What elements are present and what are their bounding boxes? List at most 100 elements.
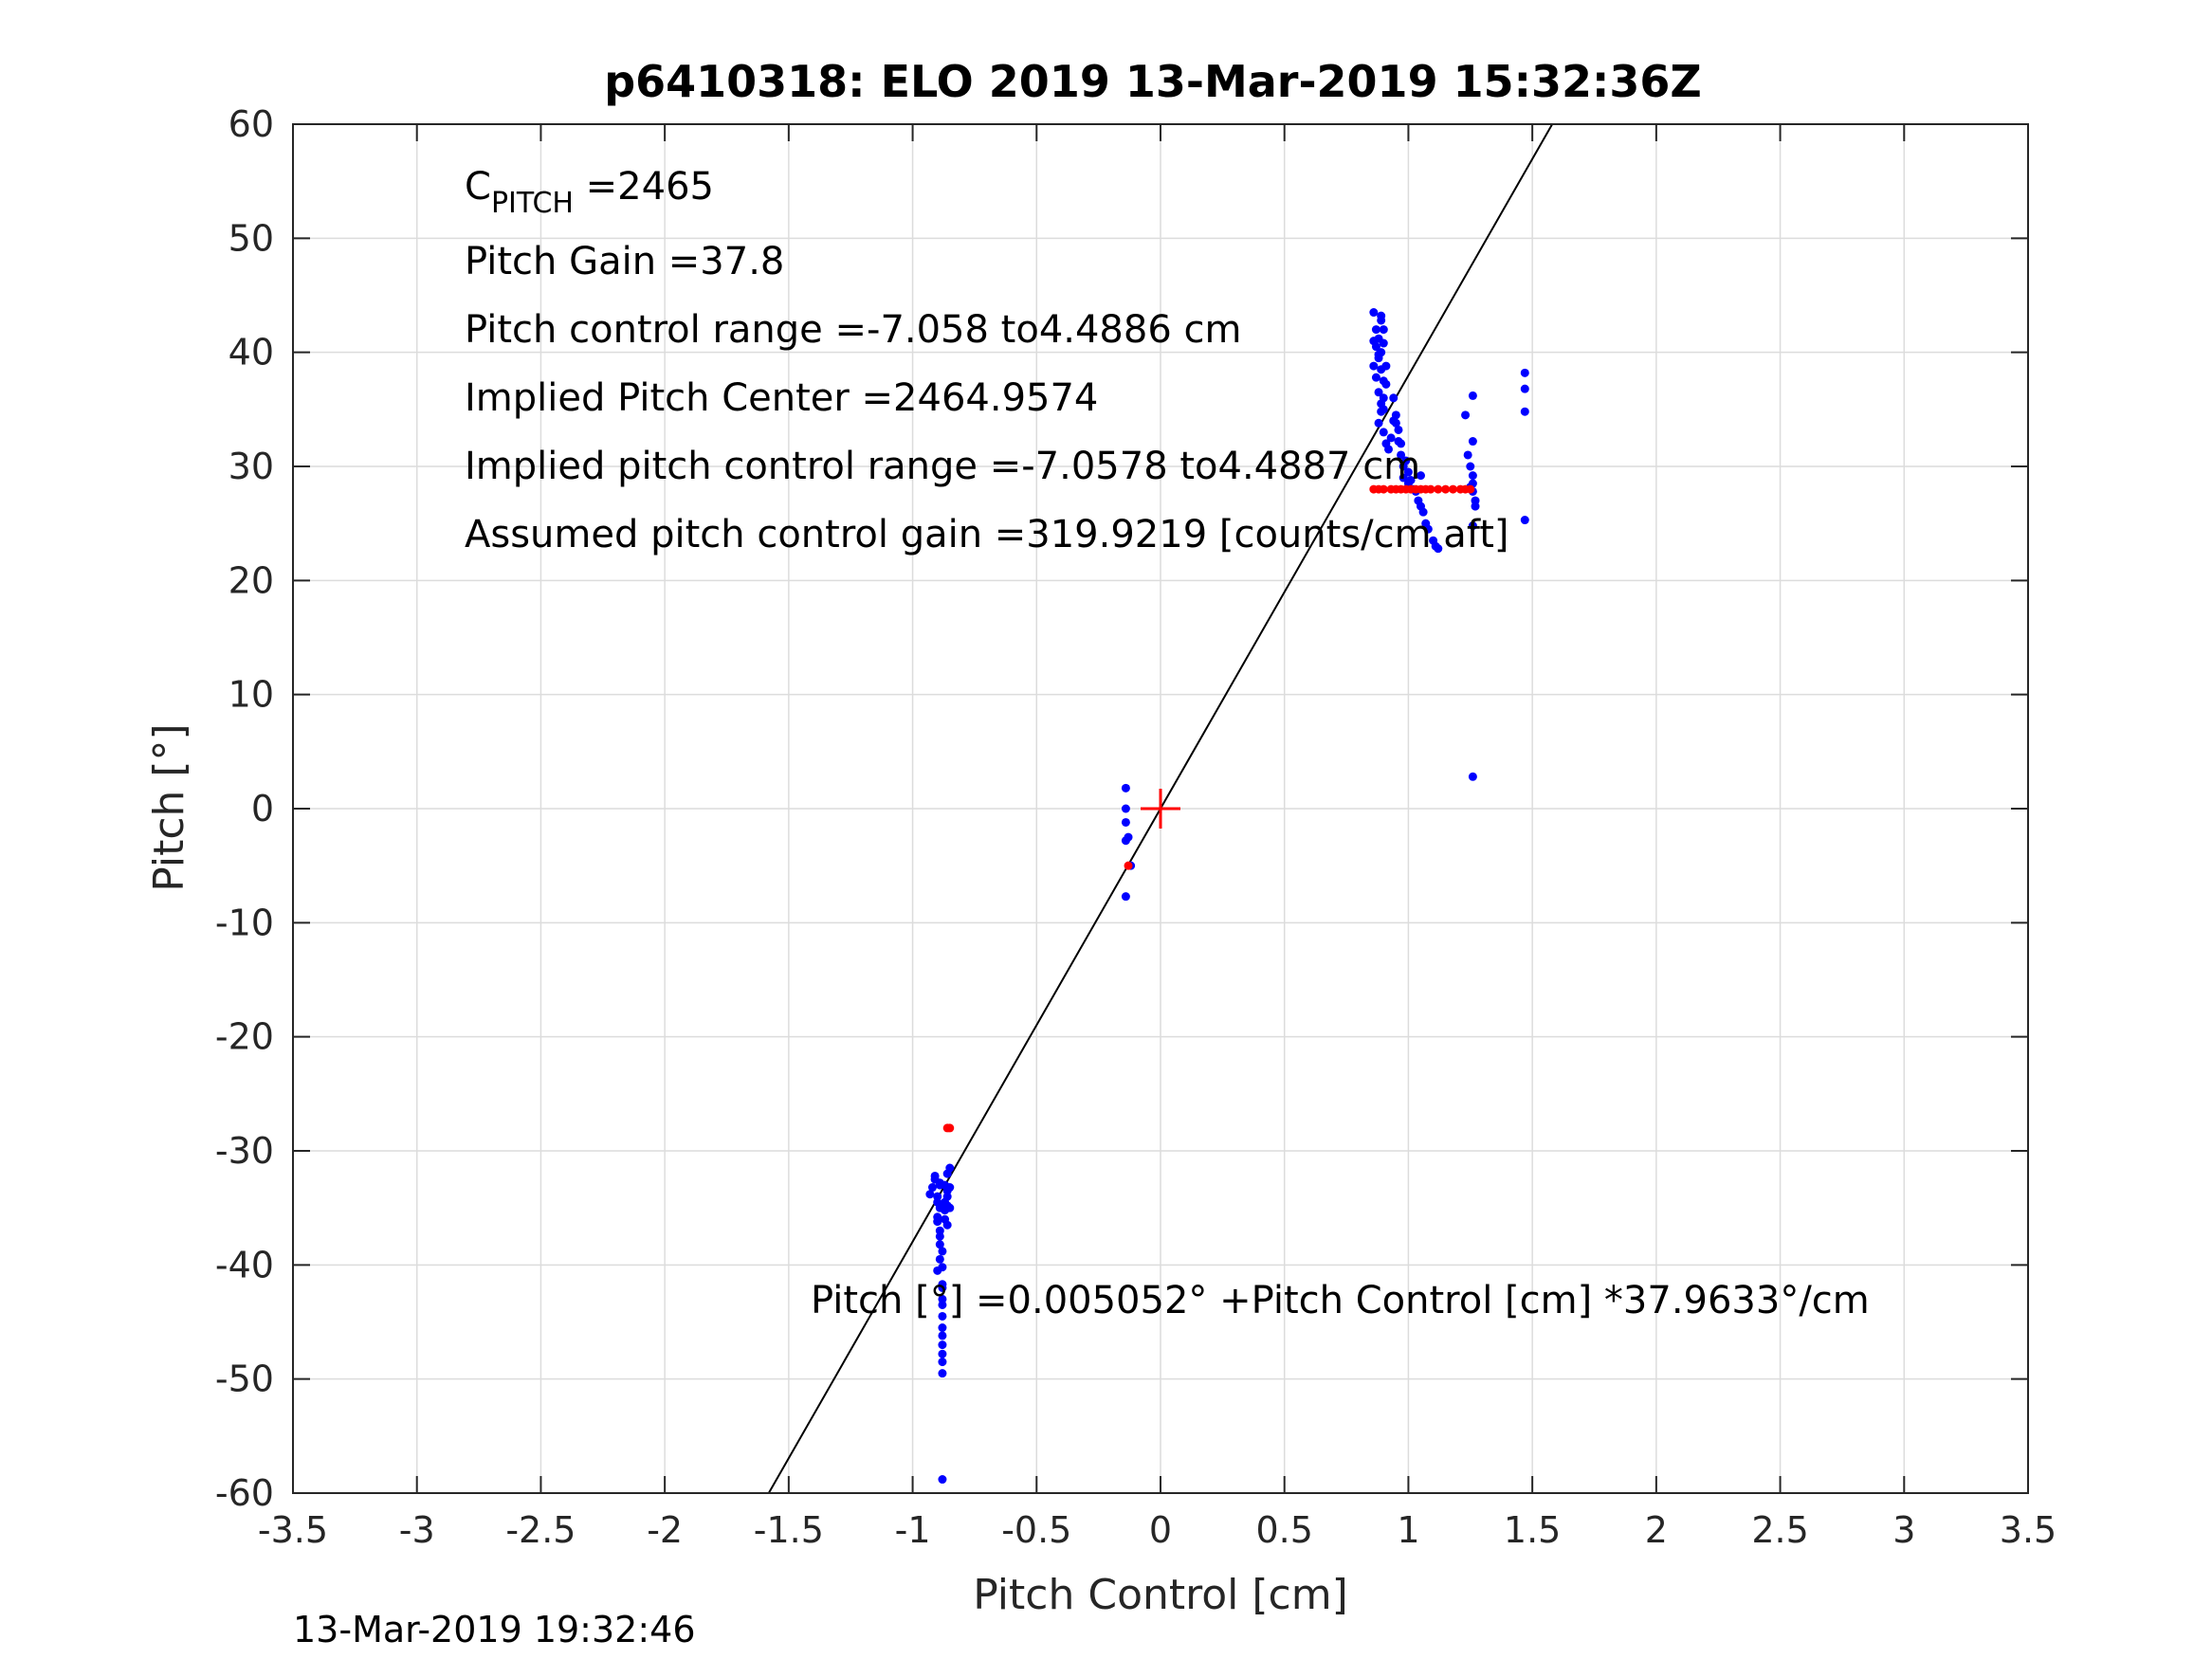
data-point bbox=[1423, 524, 1433, 534]
data-point bbox=[1401, 456, 1411, 465]
data-point bbox=[945, 1183, 955, 1193]
annotation-pitch-gain: Pitch Gain =37.8 bbox=[465, 240, 784, 283]
data-point bbox=[1389, 393, 1398, 403]
x-tick-label: -1.5 bbox=[754, 1509, 824, 1551]
data-point bbox=[1121, 817, 1130, 827]
x-tick-label: 2.5 bbox=[1751, 1509, 1808, 1551]
annotation-implied-control-range: Implied pitch control range =-7.0578 to4… bbox=[465, 445, 1420, 488]
y-tick-label: -10 bbox=[215, 902, 274, 943]
data-point bbox=[1398, 473, 1408, 483]
data-point bbox=[1418, 507, 1428, 517]
data-point bbox=[1417, 471, 1425, 481]
data-point bbox=[1381, 379, 1391, 389]
annotation-cpitch: CPITCH =2465 bbox=[465, 165, 714, 220]
data-point bbox=[1406, 475, 1416, 484]
x-tick-label: -2 bbox=[647, 1509, 683, 1551]
annotation-pitch-control-range: Pitch control range =-7.058 to4.4886 cm bbox=[465, 308, 1241, 352]
data-point bbox=[938, 1283, 947, 1292]
data-point bbox=[1468, 437, 1477, 447]
data-point bbox=[945, 1163, 955, 1173]
data-point bbox=[1386, 433, 1396, 443]
data-point bbox=[933, 1266, 942, 1275]
data-point bbox=[938, 1294, 947, 1304]
y-axis-label: Pitch [°] bbox=[145, 723, 193, 891]
data-point bbox=[1379, 325, 1388, 335]
data-point bbox=[1426, 484, 1435, 494]
data-point bbox=[1369, 361, 1379, 371]
data-point bbox=[938, 1331, 947, 1340]
data-point bbox=[1448, 484, 1457, 494]
timestamp: 13-Mar-2019 19:32:46 bbox=[293, 1609, 696, 1650]
data-point bbox=[938, 1475, 947, 1485]
data-point bbox=[933, 1192, 942, 1201]
data-point bbox=[1434, 484, 1443, 494]
y-tick-label: -60 bbox=[215, 1472, 274, 1514]
data-point bbox=[1384, 445, 1394, 454]
annotation-implied-pitch-center: Implied Pitch Center =2464.9574 bbox=[465, 376, 1098, 420]
data-point bbox=[925, 1190, 935, 1199]
y-tick-label: -30 bbox=[215, 1130, 274, 1172]
data-point bbox=[1466, 462, 1475, 471]
data-point bbox=[1121, 804, 1130, 813]
data-point bbox=[1520, 516, 1529, 525]
plot-area bbox=[292, 123, 2029, 1494]
annotation-fit-equation: Pitch [°] =0.005052° +Pitch Control [cm]… bbox=[811, 1279, 1870, 1322]
annotations: CPITCH =2465 Pitch Gain =37.8 Pitch cont… bbox=[465, 165, 1870, 1322]
y-tick-label: 60 bbox=[229, 103, 274, 145]
x-tick-label: -0.5 bbox=[1001, 1509, 1071, 1551]
data-point bbox=[1124, 861, 1133, 870]
y-tick-label: 20 bbox=[229, 559, 274, 601]
data-point bbox=[945, 1123, 955, 1133]
series-1 bbox=[942, 484, 1475, 1133]
data-point bbox=[1371, 373, 1380, 382]
data-point bbox=[938, 1311, 947, 1321]
data-point bbox=[942, 1220, 952, 1230]
data-point bbox=[1397, 450, 1406, 460]
data-point bbox=[1520, 384, 1529, 393]
y-tick-label: 40 bbox=[229, 332, 274, 374]
data-point bbox=[1379, 338, 1388, 348]
data-point bbox=[1379, 484, 1388, 494]
data-point bbox=[1391, 410, 1400, 420]
data-point bbox=[1468, 471, 1477, 481]
annotation-cpitch-main: C bbox=[465, 165, 491, 209]
data-point bbox=[1520, 407, 1529, 416]
data-point bbox=[1374, 418, 1383, 428]
data-point bbox=[1434, 544, 1443, 554]
y-tick-label: -20 bbox=[215, 1016, 274, 1058]
annotation-assumed-gain: Assumed pitch control gain =319.9219 [co… bbox=[465, 513, 1508, 556]
x-tick-label: -2.5 bbox=[505, 1509, 576, 1551]
data-point bbox=[938, 1369, 947, 1378]
data-points bbox=[925, 308, 1529, 1485]
data-point bbox=[938, 1340, 947, 1350]
data-point bbox=[1369, 308, 1379, 318]
data-point bbox=[938, 1323, 947, 1333]
data-point bbox=[1369, 337, 1379, 346]
x-tick-label: 3.5 bbox=[2000, 1509, 2057, 1551]
data-point bbox=[935, 1178, 944, 1188]
x-tick-labels: -3.5 -3 -2.5 -2 -1.5 -1 -0.5 0 0.5 1 1.5 2 2.5 3 3.5 bbox=[258, 1509, 2057, 1551]
data-point bbox=[1374, 388, 1383, 397]
chart-title: p6410318: ELO 2019 13-Mar-2019 15:32:36Z bbox=[604, 56, 1702, 107]
data-point bbox=[1374, 354, 1383, 363]
data-point bbox=[935, 1240, 944, 1249]
data-point bbox=[1121, 836, 1130, 846]
x-tick-label: 1 bbox=[1397, 1509, 1419, 1551]
data-point bbox=[1397, 439, 1406, 448]
data-point bbox=[1463, 450, 1472, 460]
data-point bbox=[1468, 521, 1477, 531]
x-tick-label: 3 bbox=[1892, 1509, 1915, 1551]
data-point bbox=[1371, 325, 1380, 335]
data-point bbox=[1461, 410, 1471, 420]
data-point bbox=[938, 1247, 947, 1256]
data-point bbox=[927, 1183, 937, 1193]
data-point bbox=[1391, 418, 1400, 428]
x-tick-label: 0.5 bbox=[1255, 1509, 1312, 1551]
data-point bbox=[941, 1206, 950, 1215]
x-tick-label: 1.5 bbox=[1504, 1509, 1561, 1551]
data-point bbox=[930, 1171, 940, 1180]
y-tick-label: -50 bbox=[215, 1358, 274, 1400]
y-tick-label: 30 bbox=[229, 446, 274, 487]
y-tick-label: 0 bbox=[251, 788, 274, 830]
